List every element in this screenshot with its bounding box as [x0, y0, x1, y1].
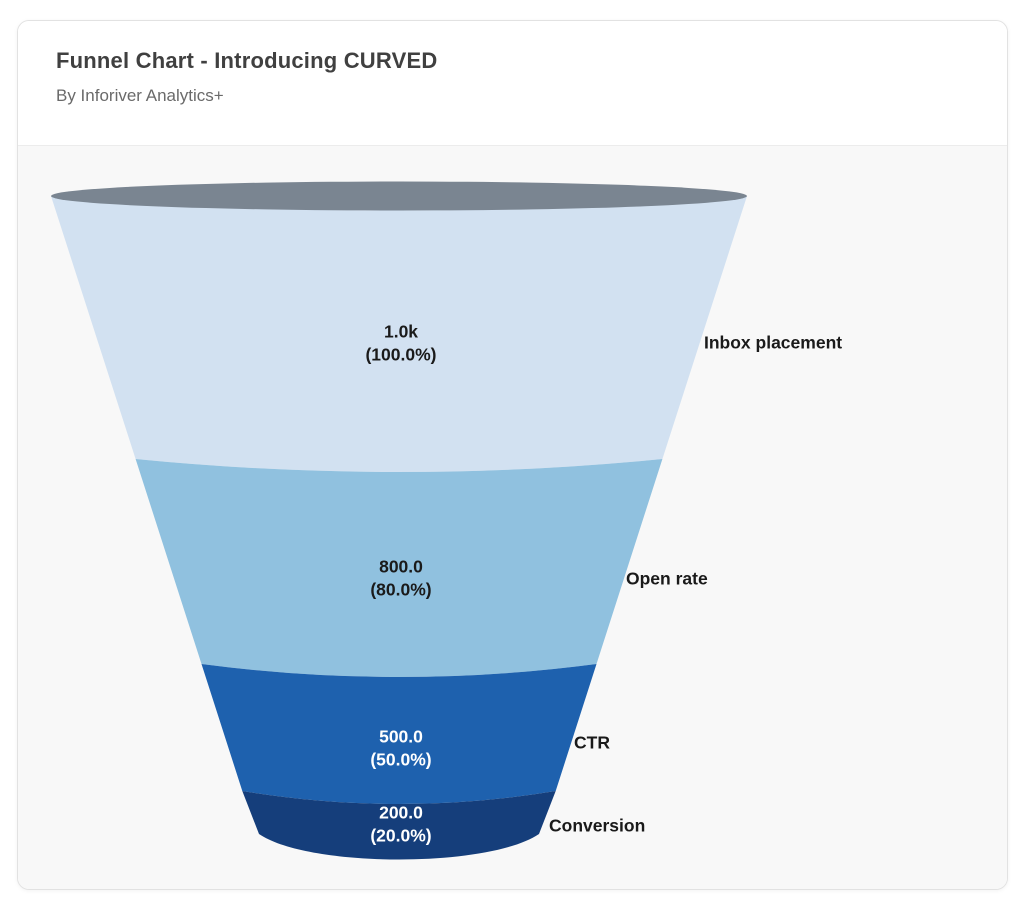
- chart-title: Funnel Chart - Introducing CURVED: [56, 48, 438, 73]
- funnel-category-label-inbox-placement: Inbox placement: [704, 333, 842, 353]
- funnel-segment-ctr[interactable]: [201, 664, 597, 804]
- funnel-value-label-inbox-placement: 1.0k: [384, 322, 418, 342]
- funnel-percent-label-ctr: (50.0%): [370, 750, 431, 770]
- funnel-segment-open-rate[interactable]: [135, 459, 663, 677]
- chart-header: Funnel Chart - Introducing CURVED By Inf…: [18, 21, 1007, 146]
- funnel-category-label-ctr: CTR: [574, 733, 610, 753]
- funnel-chart-card: Funnel Chart - Introducing CURVED By Inf…: [17, 20, 1008, 890]
- funnel-category-label-open-rate: Open rate: [626, 569, 708, 589]
- funnel-value-label-conversion: 200.0: [379, 803, 423, 823]
- funnel-percent-label-inbox-placement: (100.0%): [365, 345, 436, 365]
- chart-subtitle: By Inforiver Analytics+: [56, 86, 224, 105]
- funnel-top-opening: [51, 181, 747, 211]
- funnel-percent-label-open-rate: (80.0%): [370, 580, 431, 600]
- funnel-value-label-open-rate: 800.0: [379, 557, 423, 577]
- chart-area: 1.0k (100.0%) 800.0 (80.0%) 500.0 (50.0%) 200.…: [18, 146, 1007, 889]
- funnel-value-label-ctr: 500.0: [379, 727, 423, 747]
- funnel-chart: 1.0k (100.0%) 800.0 (80.0%) 500.0 (50.0%) 200.…: [51, 181, 842, 860]
- funnel-segment-inbox-placement[interactable]: [51, 196, 747, 472]
- funnel-segment-conversion[interactable]: [242, 791, 556, 860]
- funnel-category-label-conversion: Conversion: [549, 816, 645, 836]
- funnel-percent-label-conversion: (20.0%): [370, 826, 431, 846]
